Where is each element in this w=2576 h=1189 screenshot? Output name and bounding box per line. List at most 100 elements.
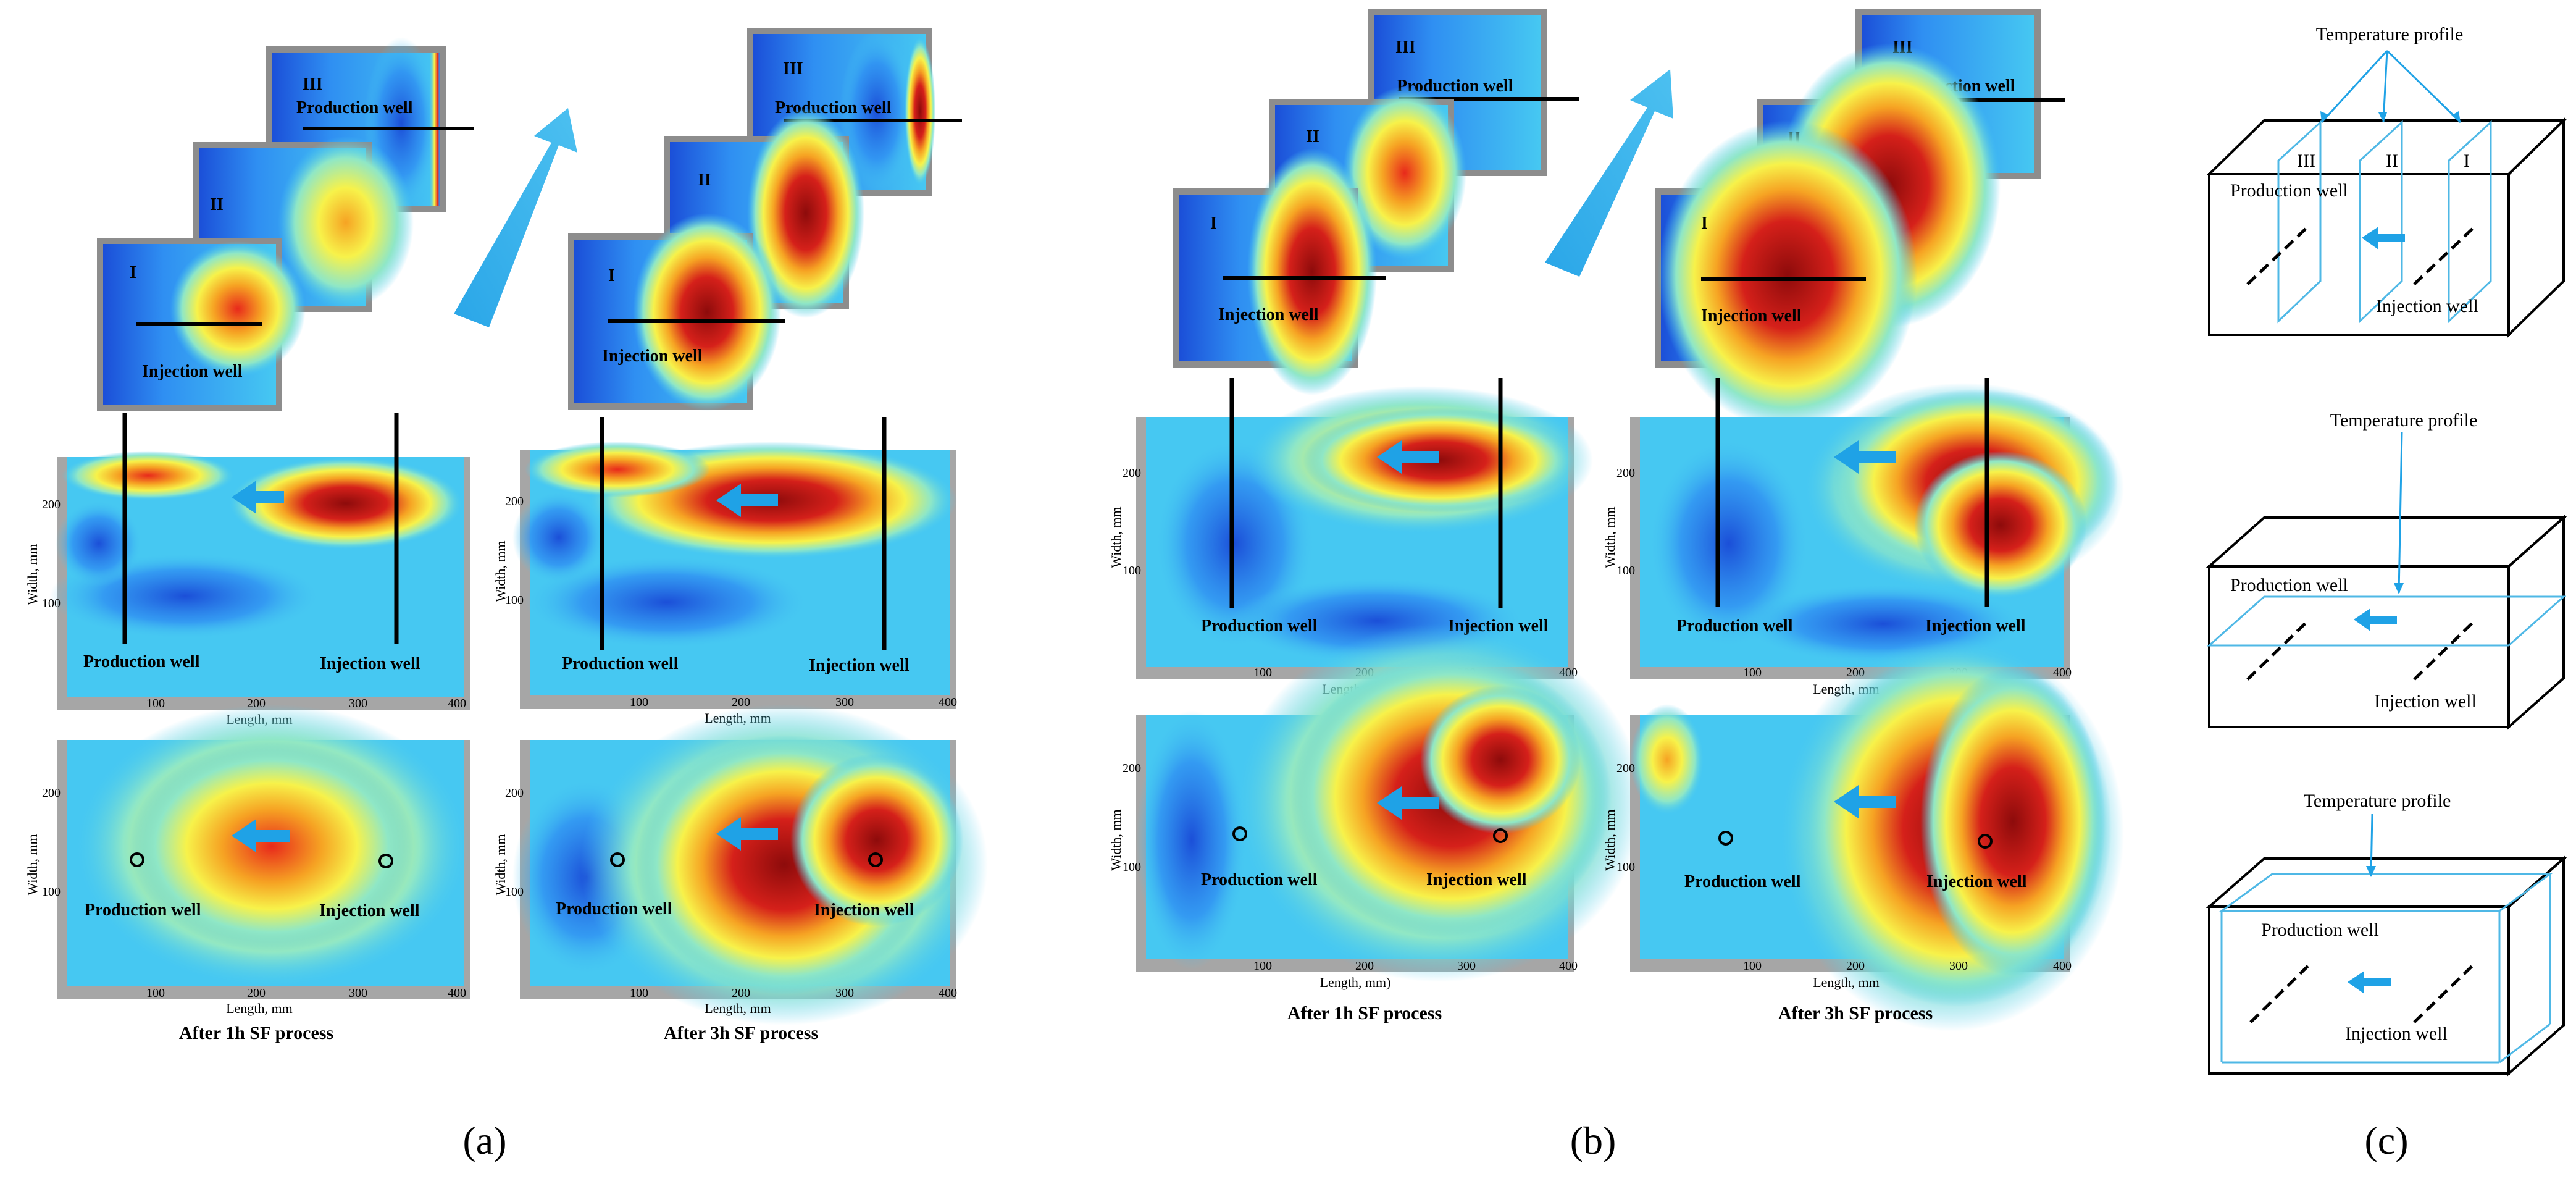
injection-well-label: Injection well [2374, 691, 2477, 712]
tick-y: 100 [1616, 564, 1635, 578]
injection-well-label: Injection well [1926, 872, 2027, 891]
slice-I: I Injection well [568, 213, 785, 411]
slice-III: III Production well [266, 37, 474, 212]
tick-x: 400 [1559, 959, 1578, 973]
section-label: I [1701, 214, 1708, 233]
section-label: I [608, 266, 615, 285]
time-progression-arrow [1545, 69, 1673, 277]
section-label: III [783, 59, 803, 78]
section-label: III [303, 75, 323, 94]
tick-x: 100 [1743, 666, 1762, 679]
tick-y: 200 [505, 495, 524, 508]
horizontal-map-b-3h: Production well Injection well 200 100 1… [1602, 636, 2124, 1031]
tick-y: 200 [1123, 762, 1141, 775]
tick-y: 200 [42, 498, 61, 511]
tick-y: 200 [505, 786, 524, 800]
tick-x: 200 [732, 986, 750, 1000]
panel-a: III Production well II I Injection well [25, 28, 988, 1162]
temperature-profile-label: Temperature profile [2304, 791, 2451, 811]
tick-x: 300 [1949, 959, 1968, 973]
production-well-label: Production well [1676, 616, 1793, 636]
caption-1h: After 1h SF process [1287, 1003, 1442, 1023]
temperature-profile-label: Temperature profile [2316, 24, 2464, 44]
time-progression-arrow [454, 108, 577, 327]
y-axis-label: Width, mm [25, 544, 40, 605]
injection-well-label: Injection well [319, 901, 420, 920]
tick-x: 400 [2053, 666, 2072, 679]
slice-stack-a-1h: III Production well II I Injection well [97, 37, 474, 411]
tick-y: 200 [1616, 762, 1635, 775]
y-axis-label: Width, mm [1602, 506, 1618, 568]
injection-well-label: Injection well [1701, 306, 1802, 326]
schematic-horizontal-topplane: Temperature profile Production well Inje… [2206, 791, 2567, 1077]
tick-x: 200 [1846, 959, 1865, 973]
tick-y: 100 [42, 885, 61, 899]
production-well-label: Production well [296, 98, 413, 117]
injection-well-label: Injection well [1218, 305, 1319, 324]
production-well-label: Production well [1684, 872, 1801, 891]
tick-x: 300 [835, 695, 854, 709]
production-well-label: Production well [556, 899, 672, 918]
section-label: III [2297, 151, 2315, 171]
tick-y: 100 [505, 885, 524, 899]
panel-label-b: (b) [1570, 1119, 1616, 1162]
tick-y: 100 [1123, 564, 1141, 578]
section-label: II [1306, 127, 1319, 146]
tick-y: 200 [42, 786, 61, 800]
tick-x: 400 [448, 986, 466, 1000]
injection-well-label: Injection well [2376, 296, 2478, 316]
tick-x: 100 [630, 986, 648, 1000]
tick-x: 400 [448, 697, 466, 710]
tick-y: 200 [1123, 466, 1141, 480]
injection-well-label: Injection well [2345, 1023, 2448, 1044]
section-label: I [2464, 151, 2470, 171]
tick-x: 300 [349, 697, 367, 710]
y-axis-label: Width, mm [25, 834, 40, 895]
caption-1h: After 1h SF process [179, 1023, 333, 1043]
slice-stack-b-1h: III Production well II I Injection well [1173, 9, 1579, 395]
temperature-profile-label: Temperature profile [2330, 410, 2478, 431]
tick-y: 100 [1616, 860, 1635, 874]
section-label: I [130, 263, 136, 282]
tick-x: 100 [630, 695, 648, 709]
production-well-label: Production well [85, 901, 201, 920]
injection-well-label: Injection well [320, 654, 420, 673]
y-axis-label: Width, mm [493, 834, 508, 895]
tick-y: 100 [505, 594, 524, 607]
panel-b: III Production well II I Injection well [1108, 9, 2124, 1162]
production-well-label: Production well [2261, 920, 2379, 940]
schematic-horizontal-midplane: Temperature profile Production well Inje… [2206, 410, 2567, 730]
caption-3h: After 3h SF process [664, 1023, 818, 1043]
injection-well-label: Injection well [1925, 616, 2026, 636]
tick-y: 100 [42, 597, 61, 610]
section-label: II [2386, 151, 2398, 171]
tick-x: 200 [732, 695, 750, 709]
horizontal-map-a-1h: Production well Injection well 200 100 1… [25, 704, 470, 1043]
slice-stack-b-3h: III Production well II I Injection well [1655, 9, 2065, 429]
production-well-label: Production well [1201, 870, 1318, 889]
tick-x: 300 [835, 986, 854, 1000]
section-label: II [698, 170, 711, 190]
slice-I: I Injection well [1173, 148, 1386, 395]
tick-x: 100 [1743, 959, 1762, 973]
section-label: I [1210, 214, 1217, 233]
injection-well-label: Injection well [809, 656, 910, 675]
vertical-map-b-1h: Production well Injection well 200 100 1… [1108, 378, 1593, 697]
vertical-map-a-3h: Production well Injection well 200 100 1… [493, 417, 957, 726]
injection-well-label: Injection well [814, 901, 914, 920]
tick-x: 300 [349, 986, 367, 1000]
vertical-map-b-3h: Production well Injection well 200 100 1… [1602, 378, 2124, 697]
vertical-map-a-1h: Production well Injection well 200 100 1… [25, 413, 470, 727]
panel-label-a: (a) [462, 1119, 506, 1162]
production-well-label: Production well [562, 654, 679, 673]
section-label: III [1395, 38, 1416, 57]
x-axis-label: Length, mm [226, 1001, 293, 1016]
production-well-label: Production well [2230, 180, 2348, 201]
production-well-label: Production well [2230, 575, 2348, 595]
tick-x: 400 [939, 695, 957, 709]
tick-x: 300 [1457, 959, 1476, 973]
injection-well-label: Injection well [602, 347, 703, 366]
tick-x: 400 [939, 986, 957, 1000]
section-label: II [210, 195, 224, 214]
